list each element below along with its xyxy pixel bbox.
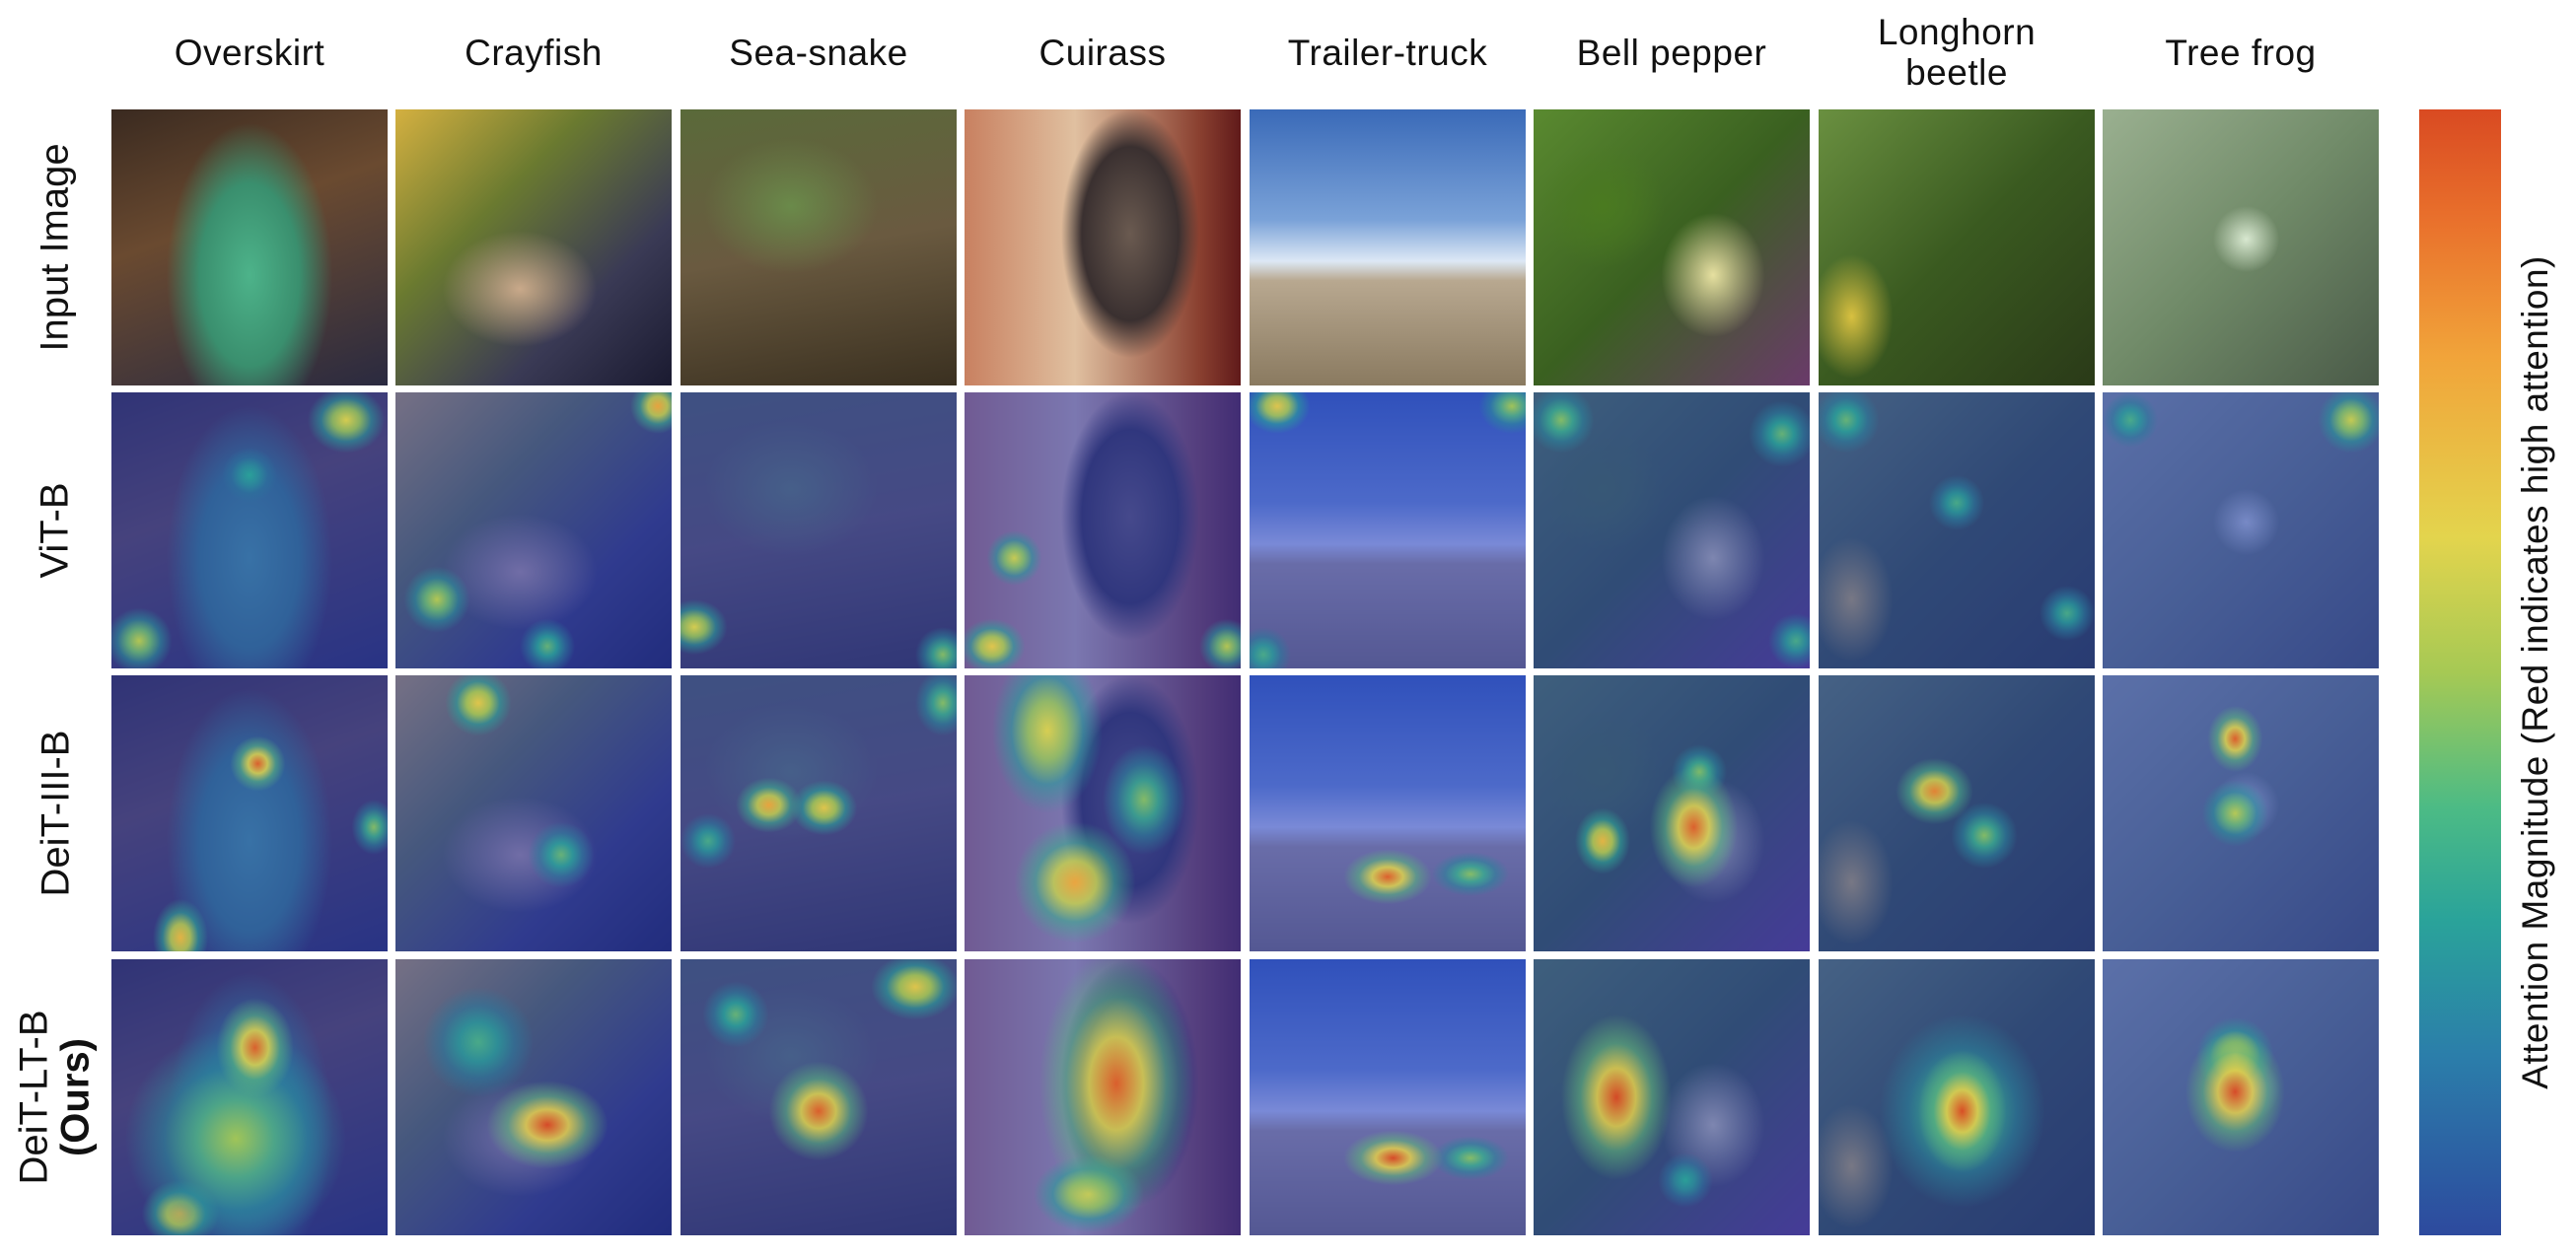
- photo-layer: [965, 109, 1241, 385]
- attention-map: [2103, 392, 2379, 668]
- heatmap-overlay: [1534, 959, 1810, 1235]
- attention-map: [680, 675, 957, 951]
- attention-map: [1819, 675, 2095, 951]
- attention-colorbar: [2419, 109, 2501, 1235]
- row-label-text: DeiT-III-B: [34, 730, 77, 897]
- row-label: DeiT-LT-B (Ours): [0, 959, 110, 1235]
- photo-layer: [1250, 109, 1526, 385]
- heatmap-overlay: [395, 675, 672, 951]
- heatmap-overlay: [1534, 675, 1810, 951]
- row-label: DeiT-III-B: [0, 675, 110, 951]
- heatmap-overlay: [2103, 392, 2379, 668]
- colorbar-label: Attention Magnitude (Red indicates high …: [2495, 109, 2576, 1235]
- row-label: Input Image: [0, 109, 110, 385]
- heatmap-overlay: [395, 959, 672, 1235]
- row-label-text: Input Image: [34, 143, 77, 352]
- attention-map: [111, 959, 388, 1235]
- heatmap-overlay: [1819, 959, 2095, 1235]
- attention-map: [2103, 959, 2379, 1235]
- photo-layer: [2103, 109, 2379, 385]
- row-sublabel-text: (Ours): [54, 1038, 99, 1157]
- input-image: [1250, 109, 1526, 385]
- attention-map: [965, 959, 1241, 1235]
- attention-map: [965, 392, 1241, 668]
- heatmap-overlay: [965, 959, 1241, 1235]
- heatmap-overlay: [965, 675, 1241, 951]
- column-header: Trailer-truck: [1287, 32, 1488, 73]
- column-header: Longhorn beetle: [1877, 12, 2037, 93]
- heatmap-overlay: [111, 959, 388, 1235]
- attention-map: [965, 675, 1241, 951]
- attention-map: [1819, 392, 2095, 668]
- heatmap-overlay: [680, 675, 957, 951]
- photo-layer: [1819, 109, 2095, 385]
- attention-map: [2103, 675, 2379, 951]
- attention-map: [1534, 959, 1810, 1235]
- input-image: [1819, 109, 2095, 385]
- column-header: Crayfish: [465, 32, 603, 73]
- input-image: [2103, 109, 2379, 385]
- input-image: [395, 109, 672, 385]
- heatmap-overlay: [965, 392, 1241, 668]
- heatmap-overlay: [1250, 959, 1526, 1235]
- photo-layer: [395, 109, 672, 385]
- attention-map: [111, 392, 388, 668]
- heatmap-overlay: [1250, 675, 1526, 951]
- row-label-text: ViT-B: [33, 482, 77, 579]
- attention-map: [1250, 959, 1526, 1235]
- row-label-text: DeiT-LT-B: [13, 1010, 57, 1185]
- attention-map: [395, 959, 672, 1235]
- heatmap-overlay: [395, 392, 672, 668]
- heatmap-overlay: [2103, 959, 2379, 1235]
- heatmap-overlay: [111, 675, 388, 951]
- colorbar-label-text: Attention Magnitude (Red indicates high …: [2515, 255, 2555, 1089]
- column-header: Sea-snake: [729, 32, 908, 73]
- column-header: Overskirt: [174, 32, 325, 73]
- photo-layer: [1534, 109, 1810, 385]
- attention-map: [395, 675, 672, 951]
- attention-map: [1534, 392, 1810, 668]
- attention-map: [1250, 392, 1526, 668]
- attention-map: [1534, 675, 1810, 951]
- heatmap-overlay: [1819, 392, 2095, 668]
- heatmap-overlay: [680, 392, 957, 668]
- attention-map: [1819, 959, 2095, 1235]
- input-image: [1534, 109, 1810, 385]
- heatmap-overlay: [1250, 392, 1526, 668]
- column-header: Tree frog: [2165, 32, 2317, 73]
- attention-map: [1250, 675, 1526, 951]
- attention-map: [680, 392, 957, 668]
- attention-map: [395, 392, 672, 668]
- heatmap-overlay: [1534, 392, 1810, 668]
- input-image: [965, 109, 1241, 385]
- row-label: ViT-B: [0, 392, 110, 668]
- heatmap-overlay: [111, 392, 388, 668]
- photo-layer: [111, 109, 388, 385]
- column-header: Cuirass: [1038, 32, 1167, 73]
- heatmap-overlay: [1819, 675, 2095, 951]
- input-image: [680, 109, 957, 385]
- heatmap-overlay: [2103, 675, 2379, 951]
- input-image: [111, 109, 388, 385]
- heatmap-overlay: [680, 959, 957, 1235]
- column-header: Bell pepper: [1576, 32, 1767, 73]
- attention-map: [680, 959, 957, 1235]
- attention-map: [111, 675, 388, 951]
- photo-layer: [680, 109, 957, 385]
